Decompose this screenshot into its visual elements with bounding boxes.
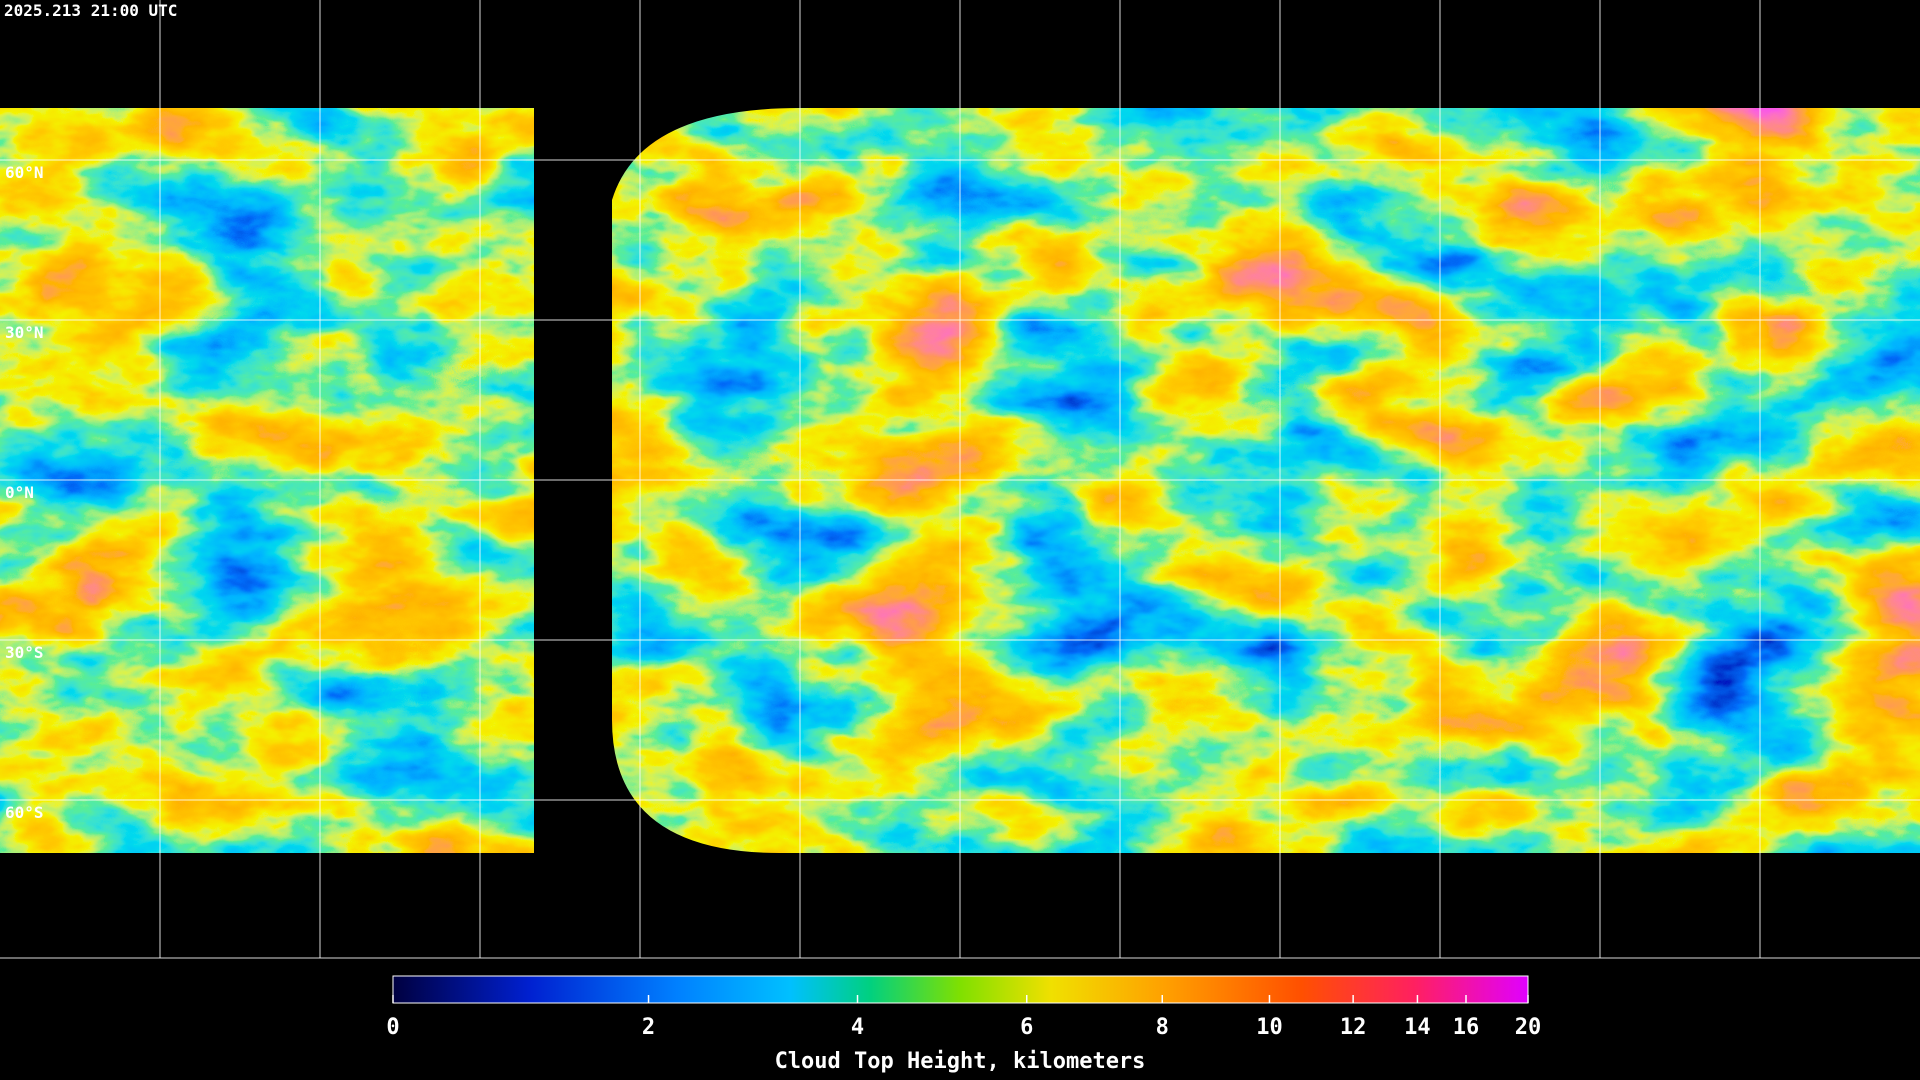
colorbar-tick-label: 6	[1020, 1015, 1033, 1040]
colorbar-tick-label: 8	[1156, 1015, 1169, 1040]
colorbar-tick-label: 2	[642, 1015, 655, 1040]
graticule	[0, 0, 1920, 959]
latitude-label: 0°N	[5, 483, 34, 502]
colorbar-tick-label: 16	[1453, 1015, 1480, 1040]
latitude-label: 60°N	[5, 163, 44, 182]
colorbar-title: Cloud Top Height, kilometers	[775, 1049, 1146, 1074]
timestamp: 2025.213 21:00 UTC	[4, 1, 177, 20]
latitude-label: 30°S	[5, 643, 44, 662]
colorbar	[392, 975, 1529, 1004]
colorbar-tick-label: 0	[386, 1015, 399, 1040]
colorbar-tick-label: 10	[1256, 1015, 1283, 1040]
latitude-label: 60°S	[5, 803, 44, 822]
colorbar-tick-label: 12	[1340, 1015, 1367, 1040]
colorbar-tick-label: 4	[851, 1015, 864, 1040]
colorbar-tick-label: 14	[1404, 1015, 1431, 1040]
latitude-label: 30°N	[5, 323, 44, 342]
colorbar-tick-label: 20	[1515, 1015, 1542, 1040]
